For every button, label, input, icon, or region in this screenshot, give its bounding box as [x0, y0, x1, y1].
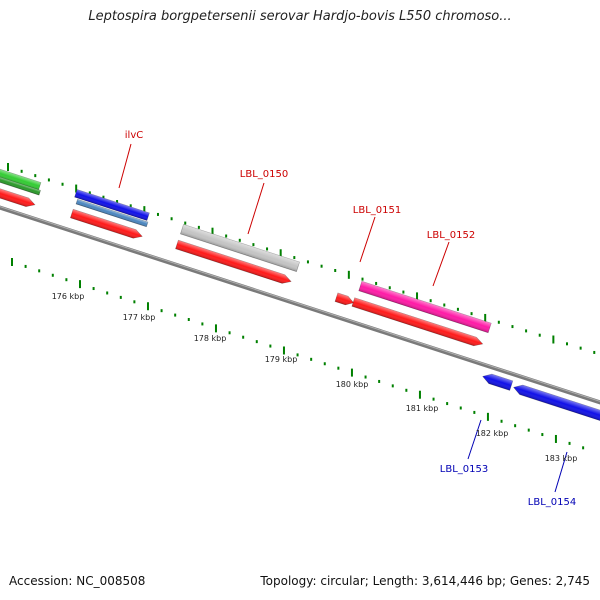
gene-arrow-gray-shade [180, 224, 300, 272]
kbp-label: 181 kbp [406, 404, 439, 413]
gene-label: LBL_0154 [528, 497, 576, 508]
gene-arrow-red-shade [0, 186, 35, 207]
gene-arrow-blue [74, 189, 150, 221]
leader-line [359, 216, 376, 263]
accession-text: Accession: NC_008508 [9, 574, 146, 588]
gene-arrow-blue-rev-shade [513, 385, 600, 426]
gene-arrow-green-dark [0, 174, 41, 196]
kbp-label: 182 kbp [476, 429, 509, 438]
leader-line [118, 143, 132, 189]
gene-arrow-blue-rev [513, 384, 600, 426]
gene-label: LBL_0151 [353, 205, 401, 216]
gene-arrow-steel-shade [76, 199, 148, 227]
gene-arrow-steel [75, 198, 149, 228]
gene-arrow-pink [358, 280, 492, 334]
gene-arrow-blue-shade [74, 189, 150, 221]
kbp-label: 183 kbp [545, 454, 578, 463]
kbp-label: 178 kbp [194, 334, 227, 343]
map-title: Leptospira borgpetersenii serovar Hardjo… [88, 9, 512, 24]
leader-line [554, 451, 568, 493]
gene-arrow-blue-rev [482, 373, 514, 391]
gene-label: ilvC [125, 130, 143, 141]
gene-arrow-red [175, 239, 292, 284]
leader-line [247, 182, 265, 235]
backbone-layer [0, 205, 600, 405]
gene-arrow-pink-shade [358, 281, 492, 333]
kbp-label: 180 kbp [336, 380, 369, 389]
gene-arrow-red [351, 297, 484, 347]
backbone-line [0, 205, 600, 405]
gene-label: LBL_0153 [440, 464, 488, 475]
label-layer: ilvC LBL_0150 LBL_0151 LBL_0152 LBL_0153 LBL_… [52, 130, 578, 508]
gene-label: LBL_0152 [427, 230, 475, 241]
gene-arrow-red [70, 208, 143, 239]
backbone-highlight [0, 206, 600, 402]
gene-label: LBL_0150 [240, 169, 288, 180]
gene-arrow-green-dark-shade [0, 174, 41, 196]
gene-arrow-gray [180, 224, 300, 272]
gene-arrow-red [0, 186, 36, 207]
gene-arrow-red-shade [351, 297, 483, 346]
gene-arrow-red-shade [335, 292, 354, 305]
kbp-label: 179 kbp [265, 355, 298, 364]
gene-arrow-red-shade [70, 209, 143, 239]
gene-arrow-red [334, 292, 355, 306]
gene-arrow-red-shade [175, 240, 292, 284]
leader-lines [118, 143, 568, 493]
feature-layer [0, 165, 600, 426]
gene-arrow-blue-rev-shade [482, 374, 513, 391]
gene-arrow-green-shade [0, 165, 41, 191]
leader-line [432, 241, 450, 287]
topology-text: Topology: circular; Length: 3,614,446 bp… [260, 574, 590, 588]
leader-line [467, 419, 482, 460]
kbp-label: 177 kbp [123, 313, 156, 322]
kbp-label: 176 kbp [52, 292, 85, 301]
